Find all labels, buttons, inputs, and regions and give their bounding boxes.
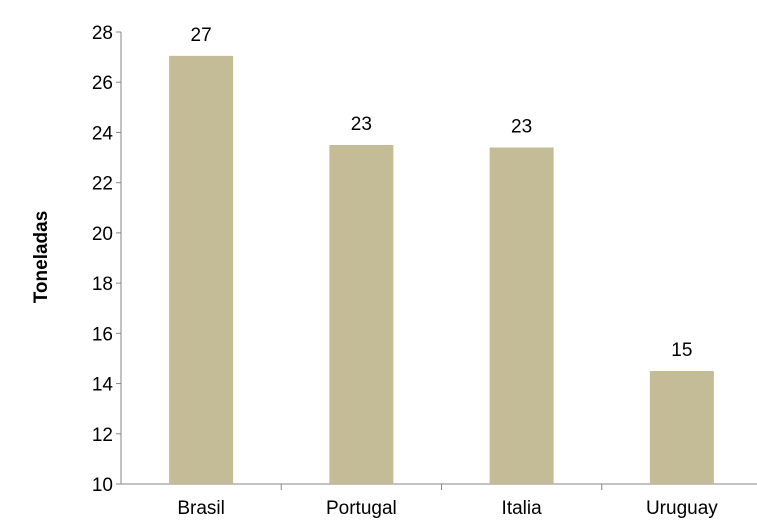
data-label-brasil: 27 <box>191 25 212 46</box>
bar-uruguay <box>649 371 714 484</box>
x-tick-label-portugal: Portugal <box>326 498 397 519</box>
bar-italia <box>489 147 554 484</box>
data-labels: 27 23 23 15 <box>191 25 693 361</box>
bar-brasil <box>169 55 234 484</box>
y-tick-label: 18 <box>92 274 113 295</box>
y-tick-label: 24 <box>92 123 114 144</box>
y-tick-label: 14 <box>92 375 114 396</box>
y-tick-label: 22 <box>92 174 113 195</box>
y-tick-label: 26 <box>92 73 113 94</box>
y-tick-label: 20 <box>92 224 113 245</box>
x-tick-label-brasil: Brasil <box>177 498 225 519</box>
y-axis-title: Toneladas <box>31 211 52 304</box>
data-label-italia: 23 <box>511 117 532 138</box>
x-tick-label-uruguay: Uruguay <box>646 498 718 519</box>
y-tick-label: 28 <box>92 23 113 44</box>
data-label-uruguay: 15 <box>671 340 692 361</box>
y-axis: 10 12 14 16 18 20 22 24 26 28 <box>92 23 122 496</box>
x-tick-label-italia: Italia <box>502 498 543 519</box>
y-tick-label: 12 <box>92 425 113 446</box>
bar-series <box>169 55 714 484</box>
y-tick-label: 10 <box>92 475 113 496</box>
x-axis: Brasil Portugal Italia Uruguay <box>121 483 757 519</box>
y-tick-label: 16 <box>92 324 113 345</box>
data-label-portugal: 23 <box>351 114 372 135</box>
bar-portugal <box>329 145 394 484</box>
